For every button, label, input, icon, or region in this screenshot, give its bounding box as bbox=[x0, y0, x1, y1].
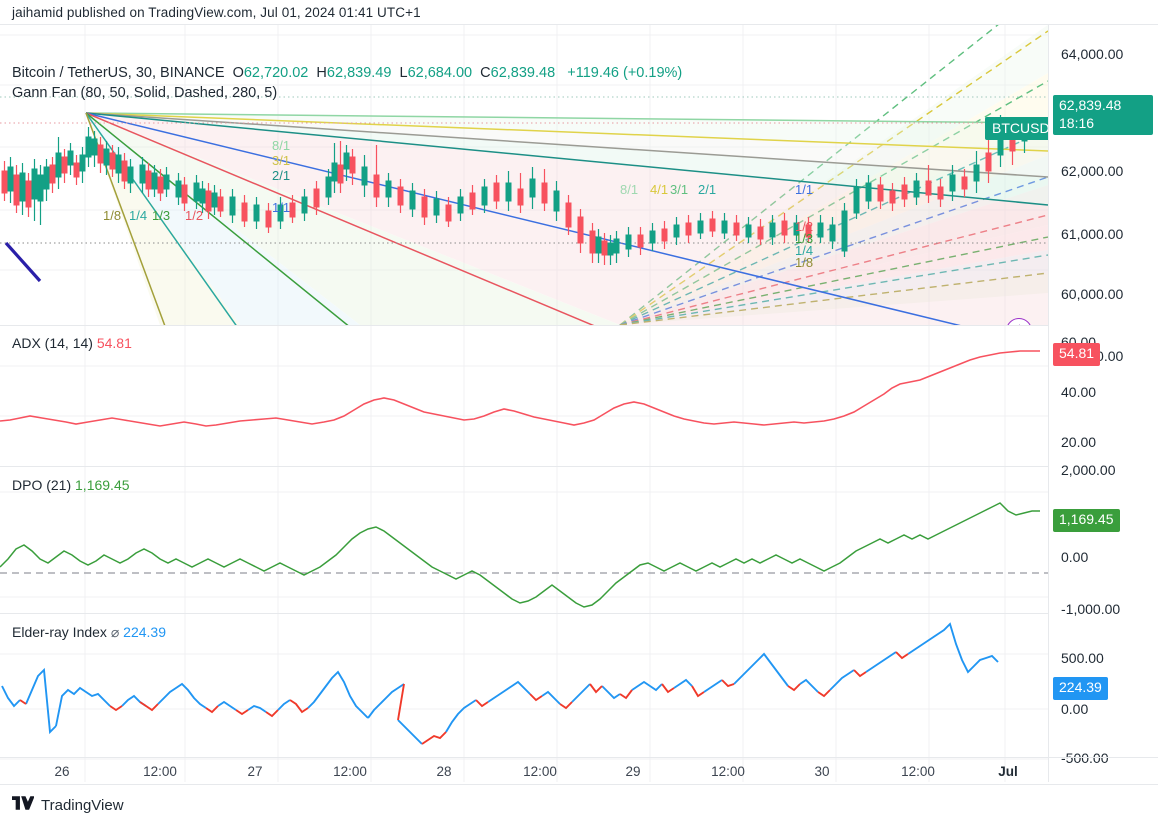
dpo-value: 1,169.45 bbox=[75, 477, 130, 493]
price-pane[interactable]: 8/1 3/1 2/1 1/1 1/2 1/3 1/4 1/8 8/1 4/1 … bbox=[0, 25, 1048, 325]
gann-label-1-1-a: 1/1 bbox=[272, 200, 291, 215]
adx-value: 54.81 bbox=[96, 335, 132, 351]
elder-ray-axis-label-neg500: -500.00 bbox=[1061, 750, 1109, 766]
adx-line bbox=[0, 350, 1040, 427]
last-price-time: 18:16 bbox=[1059, 114, 1095, 131]
adx-value-badge[interactable]: 54.81 bbox=[1053, 343, 1101, 366]
time-tick-29: 29 bbox=[625, 764, 641, 779]
elder-ray-axis-label-0: 0.00 bbox=[1061, 701, 1089, 717]
trend-line-segment bbox=[4, 241, 42, 283]
adx-axis-label-20: 20.00 bbox=[1061, 434, 1097, 450]
gann-label-4-1-b: 4/1 bbox=[650, 182, 669, 197]
legend-l-value: 62,684.00 bbox=[407, 65, 473, 81]
legend-change: +119.46 (+0.19%) bbox=[567, 65, 683, 81]
dpo-axis-label-0: 0.00 bbox=[1061, 549, 1089, 565]
price-axis[interactable]: 64,000.00 63,000.00 62,000.00 61,000.00 … bbox=[1048, 25, 1158, 782]
time-tick-28: 28 bbox=[436, 764, 452, 779]
elder-ray-red-segments bbox=[19, 651, 909, 745]
gann-label-2-1-b: 2/1 bbox=[698, 182, 717, 197]
tv-logo-glyph bbox=[12, 796, 35, 810]
pane-separator-2[interactable] bbox=[0, 466, 1158, 467]
gann-label-8-1-a: 8/1 bbox=[272, 138, 291, 153]
gann-label-1-8-b: 1/8 bbox=[795, 255, 814, 270]
legend-c-label: C bbox=[480, 65, 491, 81]
time-axis[interactable]: 26 12:00 27 12:00 28 12:00 29 12:00 30 1… bbox=[0, 757, 1158, 785]
gann-fan-1-lines bbox=[85, 112, 1048, 325]
gann-label-3-1-a: 3/1 bbox=[272, 153, 291, 168]
elder-ray-value: 224.39 bbox=[123, 624, 166, 640]
gann-label-1-2-a: 1/2 bbox=[185, 208, 204, 223]
bolt-glyph bbox=[1019, 324, 1020, 325]
tradingview-logo-icon bbox=[12, 796, 35, 815]
elder-ray-pane-title[interactable]: Elder-ray Index ⌀ 224.39 bbox=[12, 624, 166, 641]
legend-o-label: O bbox=[232, 65, 244, 81]
time-tick-jul: Jul bbox=[998, 764, 1018, 779]
time-tick-1200-3: 12:00 bbox=[523, 764, 557, 779]
elder-ray-label: Elder-ray Index bbox=[12, 624, 107, 640]
footer[interactable]: TradingView bbox=[12, 796, 124, 815]
dpo-pane-title[interactable]: DPO (21) 1,169.45 bbox=[12, 477, 130, 493]
last-price-value: 62,839.48 bbox=[1059, 97, 1122, 113]
pane-separator-1[interactable] bbox=[0, 325, 1158, 326]
gann-label-1-3-b: 1/3 bbox=[795, 231, 814, 246]
dpo-axis-label-2000: 2,000.00 bbox=[1061, 462, 1116, 478]
legend-symbol: Bitcoin / TetherUS, 30, BINANCE bbox=[12, 65, 225, 81]
candlestick-series bbox=[1, 115, 1028, 265]
legend-h-label: H bbox=[316, 65, 327, 81]
legend-h-value: 62,839.49 bbox=[326, 65, 392, 81]
time-tick-30: 30 bbox=[814, 764, 830, 779]
adx-pane[interactable]: ADX (14, 14) 54.81 bbox=[0, 326, 1048, 466]
symbol-tag[interactable]: BTCUSDT bbox=[985, 117, 1048, 140]
gann-label-1-4-b: 1/4 bbox=[795, 243, 814, 258]
time-tick-1200-2: 12:00 bbox=[333, 764, 367, 779]
gann-label-1-4-a: 1/4 bbox=[129, 208, 148, 223]
chart-frame: 8/1 3/1 2/1 1/1 1/2 1/3 1/4 1/8 8/1 4/1 … bbox=[0, 24, 1158, 782]
price-axis-label-61000: 61,000.00 bbox=[1061, 226, 1124, 242]
gann-label-8-1-b: 8/1 bbox=[620, 182, 639, 197]
price-chart-svg bbox=[0, 25, 1048, 325]
chart-legend[interactable]: Bitcoin / TetherUS, 30, BINANCE O62,720.… bbox=[12, 63, 682, 103]
gann-label-1-8-a: 1/8 bbox=[103, 208, 122, 223]
adx-label: ADX (14, 14) bbox=[12, 335, 93, 351]
pane-separator-3[interactable] bbox=[0, 613, 1158, 614]
gann-label-3-1-b: 3/1 bbox=[670, 182, 689, 197]
dpo-chart-svg bbox=[0, 467, 1048, 613]
adx-pane-title[interactable]: ADX (14, 14) 54.81 bbox=[12, 335, 132, 351]
time-tick-27: 27 bbox=[247, 764, 263, 779]
adx-axis-label-40: 40.00 bbox=[1061, 384, 1097, 400]
tradingview-brand: TradingView bbox=[41, 797, 124, 814]
time-tick-26: 26 bbox=[54, 764, 70, 779]
time-tick-1200-5: 12:00 bbox=[901, 764, 935, 779]
price-axis-label-62000: 62,000.00 bbox=[1061, 163, 1124, 179]
adx-chart-svg bbox=[0, 326, 1048, 466]
dpo-line bbox=[0, 502, 1040, 608]
elder-ray-axis-label-500: 500.00 bbox=[1061, 650, 1104, 666]
publisher-line: jaihamid published on TradingView.com, J… bbox=[12, 5, 421, 20]
legend-row-1: Bitcoin / TetherUS, 30, BINANCE O62,720.… bbox=[12, 63, 682, 83]
time-tick-1200-4: 12:00 bbox=[711, 764, 745, 779]
legend-o-value: 62,720.02 bbox=[243, 65, 309, 81]
price-axis-label-64000: 64,000.00 bbox=[1061, 46, 1124, 62]
elder-ray-pane[interactable]: Elder-ray Index ⌀ 224.39 bbox=[0, 614, 1048, 782]
legend-l-label: L bbox=[399, 65, 408, 81]
gann-label-2-1-a: 2/1 bbox=[272, 168, 291, 183]
gann-label-1-3-a: 1/3 bbox=[152, 208, 171, 223]
time-tick-1200-1: 12:00 bbox=[143, 764, 177, 779]
elder-ray-chart-svg bbox=[0, 614, 1048, 782]
dpo-label: DPO (21) bbox=[12, 477, 72, 493]
legend-c-value: 62,839.48 bbox=[490, 65, 556, 81]
price-axis-label-60000: 60,000.00 bbox=[1061, 286, 1124, 302]
dpo-pane[interactable]: DPO (21) 1,169.45 bbox=[0, 467, 1048, 613]
legend-indicator[interactable]: Gann Fan (80, 50, Solid, Dashed, 280, 5) bbox=[12, 85, 278, 101]
dpo-axis-label-neg1000: -1,000.00 bbox=[1061, 601, 1121, 617]
gann-label-1-1-b: 1/1 bbox=[795, 182, 814, 197]
last-price-badge[interactable]: 62,839.48 18:16 bbox=[1053, 95, 1153, 135]
elder-ray-blue-segments bbox=[1, 622, 999, 745]
average-glyph-icon: ⌀ bbox=[110, 624, 120, 640]
gann-label-1-2-b: 1/2 bbox=[795, 219, 814, 234]
dpo-value-badge[interactable]: 1,169.45 bbox=[1053, 509, 1120, 532]
elder-ray-value-badge[interactable]: 224.39 bbox=[1053, 677, 1108, 700]
